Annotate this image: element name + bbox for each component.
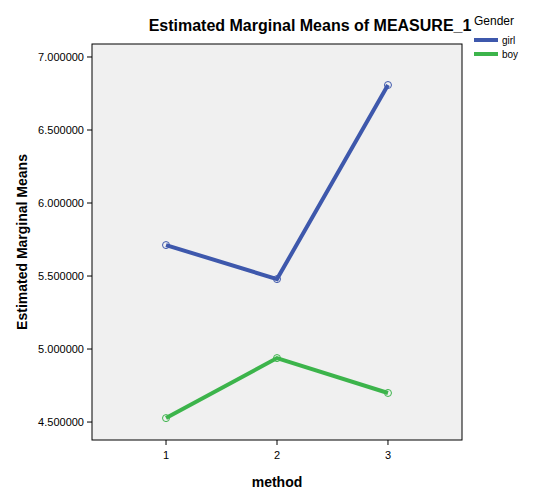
y-tick-label: 5.500000 (38, 270, 84, 282)
background (0, 0, 538, 504)
plot-area (92, 44, 462, 440)
y-tick-label: 6.000000 (38, 197, 84, 209)
y-axis-label: Estimated Marginal Means (14, 154, 30, 330)
legend-swatch (474, 52, 498, 56)
marker (384, 82, 391, 89)
y-tick (87, 56, 92, 57)
legend-swatch (474, 38, 498, 42)
x-tick (166, 440, 167, 445)
series-line (166, 85, 388, 279)
series-line (166, 358, 388, 418)
series-group (163, 82, 392, 422)
marker (163, 242, 170, 249)
x-tick (277, 440, 278, 445)
y-tick (87, 130, 92, 131)
chart: Estimated Marginal Means of MEASURE_1 4.5… (0, 0, 538, 504)
marker (274, 276, 281, 283)
y-tick (87, 276, 92, 277)
marker (163, 415, 170, 422)
y-tick (87, 349, 92, 350)
y-tick-label: 4.500000 (38, 416, 84, 428)
x-tick-label: 3 (385, 449, 391, 461)
marker (384, 389, 391, 396)
x-tick-label: 1 (163, 449, 169, 461)
x-tick (387, 440, 388, 445)
y-tick (87, 422, 92, 423)
y-tick-label: 5.000000 (38, 343, 84, 355)
x-axis-label: method (252, 474, 303, 490)
y-tick (87, 203, 92, 204)
legend-label: girl (502, 35, 515, 46)
x-tick-label: 2 (274, 449, 280, 461)
y-tick-label: 7.000000 (38, 51, 84, 63)
legend-title: Gender (474, 14, 514, 28)
y-tick-label: 6.500000 (38, 124, 84, 136)
legend-label: boy (502, 49, 518, 60)
marker (274, 355, 281, 362)
title: Estimated Marginal Means of MEASURE_1 (149, 17, 472, 34)
